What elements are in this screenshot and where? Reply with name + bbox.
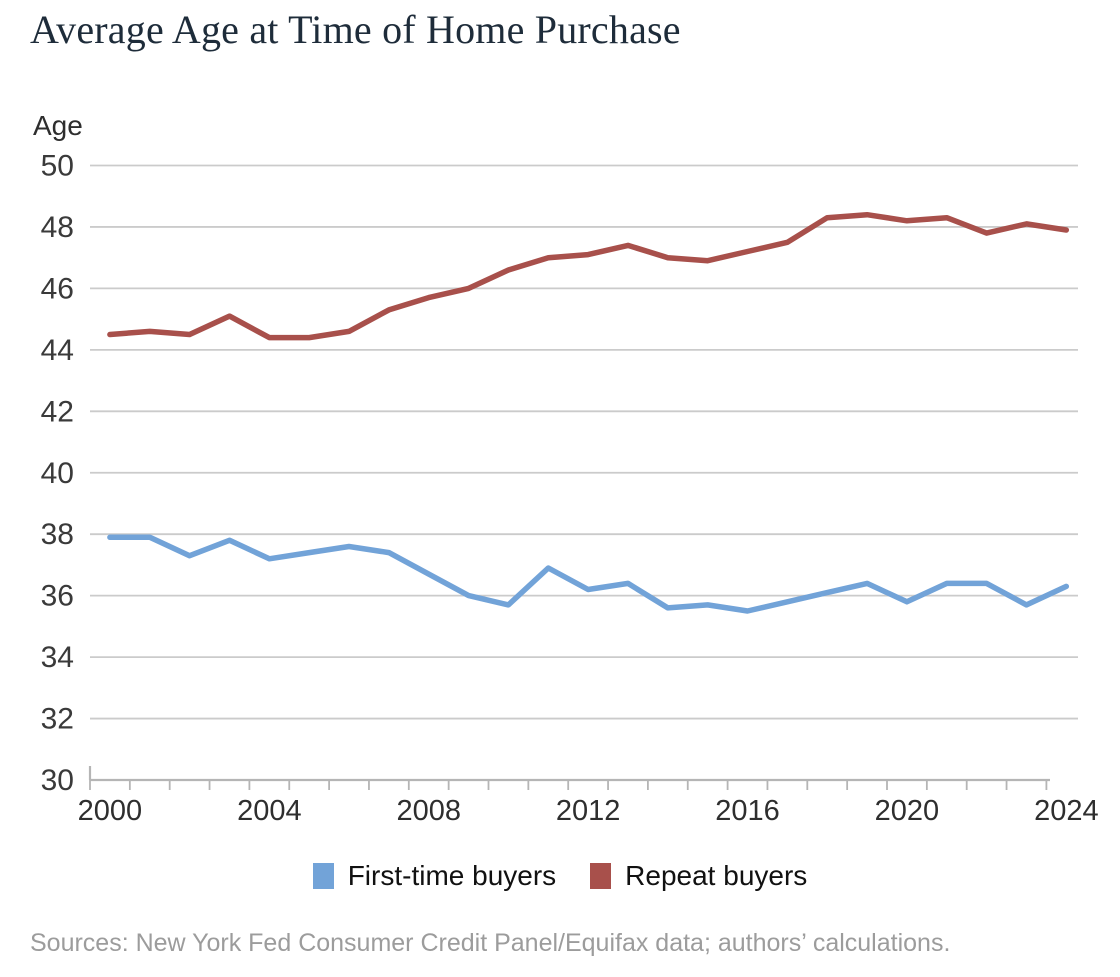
x-tick-label-2008: 2008 xyxy=(396,795,461,827)
x-tick-label-2000: 2000 xyxy=(78,795,143,827)
legend-label-first-time-buyers: First-time buyers xyxy=(347,860,557,891)
y-tick-label-50: 50 xyxy=(41,150,74,183)
x-tick-label-2020: 2020 xyxy=(875,795,940,827)
x-tick-labels: 2000 2004 2008 2012 2016 2020 2024 xyxy=(78,795,1099,827)
y-tick-label-40: 40 xyxy=(41,457,74,490)
series-line-repeat-buyers xyxy=(107,211,1070,341)
y-tick-label-32: 32 xyxy=(41,703,74,736)
y-tick-label-46: 46 xyxy=(41,272,74,305)
y-tick-label-34: 34 xyxy=(41,641,74,674)
y-tick-label-48: 48 xyxy=(41,211,74,244)
x-axis xyxy=(88,766,1050,790)
x-tick-label-2024: 2024 xyxy=(1034,795,1099,827)
y-axis-title: Age xyxy=(33,110,83,141)
sources-note: Sources: New York Fed Consumer Credit Pa… xyxy=(30,929,951,957)
legend-swatch-repeat-buyers xyxy=(590,863,612,889)
legend-item-first-time-buyers: First-time buyers xyxy=(312,860,557,892)
chart-title: Average Age at Time of Home Purchase xyxy=(30,7,681,52)
series-line-first-time-buyers xyxy=(107,534,1070,614)
legend-label-repeat-buyers: Repeat buyers xyxy=(625,860,808,891)
y-tick-label-36: 36 xyxy=(41,580,74,613)
y-tick-label-38: 38 xyxy=(41,518,74,551)
y-tick-label-42: 42 xyxy=(41,395,74,428)
y-tick-label-30: 30 xyxy=(41,764,74,797)
chart-legend: First-time buyers Repeat buyers xyxy=(0,860,1120,892)
y-tick-label-44: 44 xyxy=(41,334,74,367)
x-tick-label-2016: 2016 xyxy=(715,795,780,827)
x-tick-label-2012: 2012 xyxy=(556,795,621,827)
x-tick-label-2004: 2004 xyxy=(237,795,302,827)
legend-swatch-first-time-buyers xyxy=(312,863,334,889)
gridlines xyxy=(90,164,1078,720)
legend-item-repeat-buyers: Repeat buyers xyxy=(590,860,807,892)
y-tick-labels: 30 32 34 36 38 40 42 44 46 48 50 xyxy=(41,150,74,798)
